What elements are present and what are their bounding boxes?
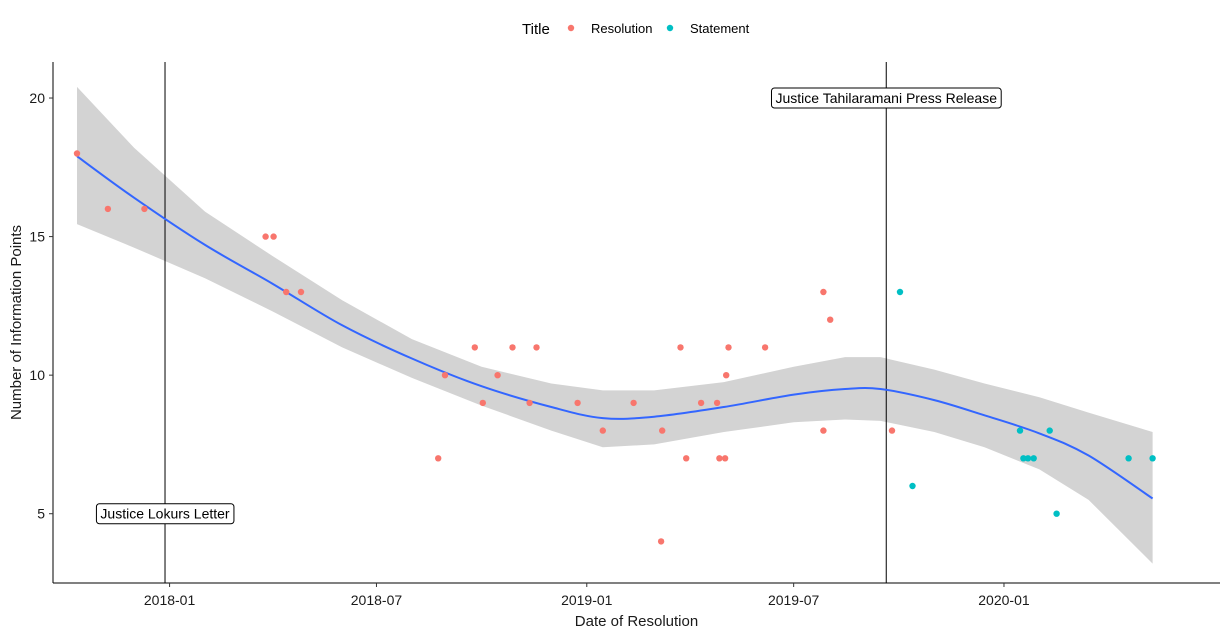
resolution-point bbox=[657, 538, 665, 545]
statement-point bbox=[1046, 427, 1053, 434]
resolution-point bbox=[697, 399, 705, 407]
resolution-point bbox=[888, 427, 896, 434]
resolution-point bbox=[820, 427, 827, 434]
confidence-band bbox=[77, 86, 1153, 564]
x-tick-label: 2020-01 bbox=[978, 592, 1030, 608]
statement-point bbox=[1020, 455, 1027, 462]
resolution-point bbox=[270, 233, 277, 240]
legend-title: Title bbox=[522, 21, 550, 38]
statement-point bbox=[1149, 455, 1156, 462]
resolution-point bbox=[574, 399, 581, 407]
statement-point bbox=[1053, 510, 1060, 517]
annotation-box bbox=[95, 503, 235, 525]
statement-point bbox=[909, 482, 916, 490]
y-tick-label: 20 bbox=[29, 90, 45, 106]
statement-point bbox=[1024, 455, 1032, 462]
resolution-point bbox=[820, 288, 827, 296]
annotation-label: Justice Lokurs Letter bbox=[100, 506, 230, 522]
resolution-point bbox=[599, 427, 606, 434]
resolution-point bbox=[283, 288, 290, 296]
y-axis-title: Number of Information Points bbox=[8, 225, 25, 420]
resolution-point bbox=[262, 233, 269, 240]
resolution-point bbox=[441, 372, 449, 379]
x-tick-label: 2019-01 bbox=[561, 592, 613, 608]
legend-key-statement bbox=[666, 24, 674, 32]
smooth-trend-line bbox=[76, 155, 1154, 500]
confidence-band-layer bbox=[77, 86, 1153, 564]
data-points bbox=[73, 150, 1156, 545]
annotation-lines bbox=[164, 62, 887, 583]
x-tick-label: 2019-07 bbox=[768, 592, 820, 608]
legend-key-resolution bbox=[567, 24, 575, 32]
resolution-point bbox=[533, 344, 540, 351]
resolution-point bbox=[723, 372, 730, 379]
resolution-point bbox=[435, 455, 442, 462]
resolution-point bbox=[761, 344, 769, 351]
legend-entries: Resolution Statement bbox=[567, 21, 750, 36]
annotation-1: Justice Lokurs Letter bbox=[95, 503, 235, 525]
resolution-point bbox=[73, 150, 81, 157]
y-axis-ticks: 5 10 15 20 bbox=[29, 90, 53, 522]
resolution-point bbox=[713, 399, 721, 407]
annotation-labels: Justice Lokurs Letter Justice Tahilaraman… bbox=[95, 87, 1002, 525]
resolution-point bbox=[683, 455, 690, 462]
resolution-point bbox=[725, 344, 732, 351]
resolution-point bbox=[509, 344, 516, 351]
resolution-point bbox=[494, 372, 501, 379]
resolution-point bbox=[716, 455, 723, 462]
y-tick-label: 15 bbox=[29, 229, 45, 245]
resolution-point bbox=[526, 399, 533, 407]
legend: Title Resolution Statement bbox=[522, 21, 750, 38]
resolution-point bbox=[104, 205, 112, 213]
statement-point bbox=[1030, 455, 1037, 462]
annotation-2: Justice Tahilaramani Press Release bbox=[770, 87, 1002, 109]
legend-label-resolution: Resolution bbox=[591, 21, 652, 36]
resolution-point bbox=[141, 205, 148, 213]
resolution-point bbox=[630, 399, 637, 407]
resolution-point bbox=[479, 399, 486, 407]
x-axis-ticks: 2018-01 2018-07 2019-01 2019-07 2020-01 bbox=[144, 583, 1030, 608]
y-tick-label: 10 bbox=[29, 367, 45, 383]
y-tick-label: 5 bbox=[37, 506, 45, 522]
axes: 2018-01 2018-07 2019-01 2019-07 2020-01 5 10 1… bbox=[8, 62, 1220, 630]
statement-point bbox=[1016, 427, 1024, 434]
statement-point bbox=[896, 288, 904, 296]
resolution-point bbox=[677, 344, 684, 351]
resolution-point bbox=[721, 455, 729, 462]
x-tick-label: 2018-07 bbox=[351, 592, 403, 608]
x-axis-title: Date of Resolution bbox=[575, 613, 698, 630]
resolution-point bbox=[297, 288, 305, 296]
legend-label-statement: Statement bbox=[690, 21, 750, 36]
smooth-line-layer bbox=[76, 155, 1154, 500]
annotation-label: Justice Tahilaramani Press Release bbox=[775, 90, 997, 106]
resolution-point bbox=[471, 344, 478, 351]
x-tick-label: 2018-01 bbox=[144, 592, 196, 608]
resolution-point bbox=[827, 316, 834, 323]
statement-point bbox=[1125, 455, 1132, 462]
resolution-point bbox=[659, 427, 666, 434]
annotation-box bbox=[770, 87, 1002, 109]
